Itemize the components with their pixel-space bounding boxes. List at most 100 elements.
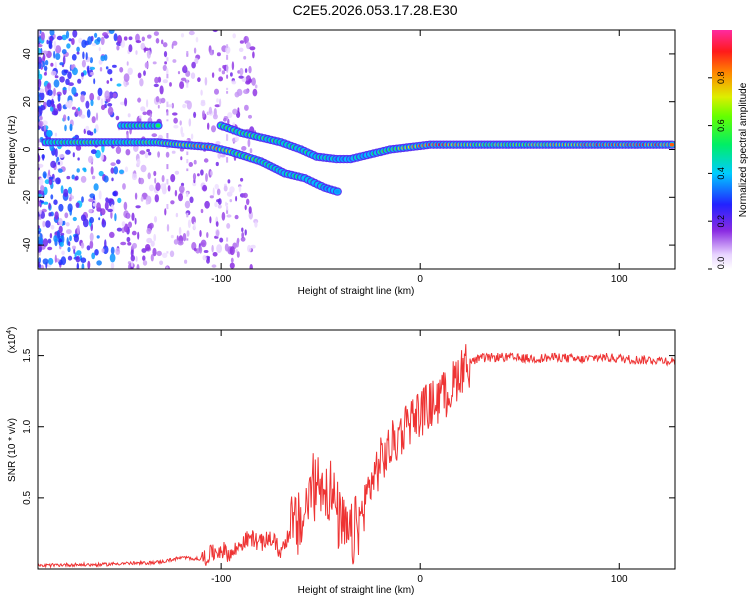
noise-speckle: [50, 70, 57, 76]
noise-speckle: [58, 203, 64, 212]
noise-speckle: [192, 181, 197, 187]
noise-speckle: [89, 232, 94, 242]
noise-speckle: [142, 260, 148, 266]
noise-speckle: [235, 195, 238, 202]
noise-speckle: [130, 255, 135, 262]
noise-speckle: [38, 120, 44, 127]
noise-speckle: [244, 36, 247, 45]
noise-speckle: [146, 227, 152, 235]
noise-speckle: [203, 250, 209, 253]
y-tick-label: 20: [22, 96, 33, 108]
noise-speckle: [241, 232, 245, 239]
noise-streak: [226, 134, 229, 140]
noise-speckle: [63, 69, 69, 74]
noise-speckle: [39, 209, 42, 215]
noise-speckle: [48, 212, 52, 217]
noise-speckle: [237, 107, 240, 113]
noise-speckle: [107, 103, 113, 107]
noise-speckle: [43, 201, 49, 205]
noise-streak: [186, 51, 189, 55]
noise-speckle: [147, 34, 152, 39]
noise-speckle: [110, 77, 113, 82]
noise-speckle: [157, 104, 160, 109]
noise-speckle: [71, 38, 75, 45]
noise-speckle: [80, 175, 87, 183]
noise-speckle: [208, 106, 213, 115]
noise-speckle: [183, 64, 187, 71]
y-tick-label: 1.0: [22, 419, 33, 433]
noise-speckle: [179, 81, 185, 89]
noise-speckle: [71, 54, 77, 61]
noise-speckle: [88, 198, 94, 202]
noise-speckle: [236, 239, 240, 248]
y-tick-label: 0.5: [22, 490, 33, 504]
noise-speckle: [146, 49, 151, 59]
noise-speckle: [221, 70, 226, 75]
noise-speckle: [245, 80, 251, 85]
noise-speckle: [162, 79, 168, 84]
noise-streak: [226, 44, 229, 49]
noise-speckle: [180, 156, 183, 161]
noise-speckle: [67, 203, 73, 212]
noise-speckle: [89, 57, 93, 64]
noise-speckle: [54, 211, 59, 220]
noise-speckle: [40, 264, 45, 269]
noise-speckle: [61, 250, 65, 256]
noise-speckle: [159, 85, 164, 95]
noise-speckle: [110, 162, 116, 167]
noise-speckle: [56, 104, 60, 109]
noise-speckle: [214, 201, 218, 208]
noise-speckle: [38, 95, 42, 102]
noise-speckle: [47, 246, 53, 251]
noise-speckle: [76, 262, 79, 269]
noise-speckle: [244, 229, 247, 236]
noise-speckle: [126, 236, 131, 243]
noise-speckle: [38, 230, 41, 235]
noise-streak: [226, 157, 229, 163]
noise-speckle: [218, 76, 224, 82]
track-main-trace: [41, 138, 342, 196]
noise-speckle: [134, 192, 138, 200]
noise-speckle: [174, 189, 178, 197]
noise-speckle: [50, 194, 54, 200]
noise-speckle: [193, 159, 197, 165]
noise-speckle: [180, 33, 185, 38]
noise-speckle: [100, 36, 105, 46]
noise-speckle: [248, 65, 252, 74]
noise-speckle: [38, 177, 44, 187]
noise-speckle: [44, 60, 49, 66]
noise-speckle: [124, 97, 128, 107]
noise-speckle: [54, 132, 58, 137]
noise-speckle: [111, 177, 114, 182]
noise-speckle: [76, 225, 80, 234]
noise-speckle: [107, 106, 114, 116]
noise-speckle: [240, 177, 244, 182]
noise-speckle: [59, 76, 65, 83]
noise-speckle: [142, 111, 147, 116]
y-tick-label: -40: [22, 237, 33, 252]
noise-speckle: [244, 68, 248, 73]
noise-speckle: [139, 150, 146, 155]
noise-speckle: [65, 101, 69, 108]
noise-speckle: [230, 257, 234, 263]
noise-speckle: [71, 245, 77, 250]
noise-speckle: [169, 250, 175, 258]
noise-speckle: [205, 173, 208, 182]
noise-speckle: [69, 235, 72, 242]
noise-speckle: [137, 72, 142, 79]
noise-speckle: [166, 67, 169, 76]
noise-speckle: [58, 218, 63, 226]
noise-speckle: [75, 145, 82, 151]
noise-speckle: [90, 166, 94, 175]
noise-speckle: [50, 224, 55, 230]
noise-speckle: [60, 185, 64, 194]
noise-speckle: [62, 87, 67, 91]
noise-speckle: [54, 148, 58, 158]
noise-speckle: [153, 83, 159, 88]
noise-speckle: [178, 185, 185, 193]
noise-streak: [186, 192, 189, 197]
noise-speckle: [207, 256, 210, 261]
noise-speckle: [145, 244, 151, 251]
noise-speckle: [71, 86, 77, 95]
